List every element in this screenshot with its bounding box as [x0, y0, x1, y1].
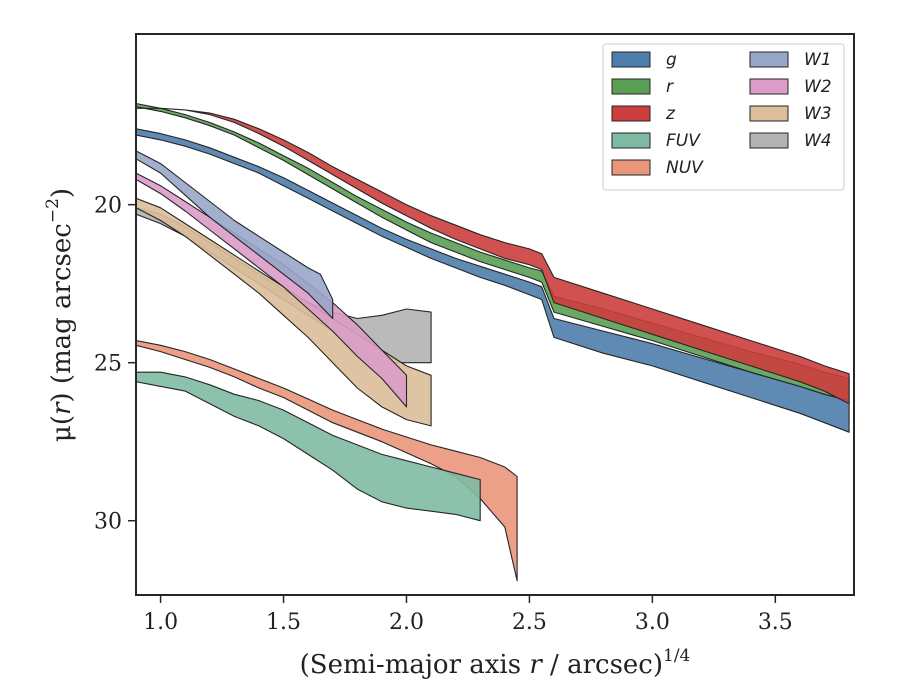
plot-frame	[135, 33, 855, 596]
legend-swatch-fuv	[611, 132, 651, 149]
legend-swatch-w3	[749, 105, 789, 122]
y-axis: 20 25 30	[94, 194, 136, 535]
x-tick-label: 2.5	[512, 610, 547, 635]
y-tick-label: 25	[94, 352, 122, 377]
x-axis: 1.0 1.5 2.0 2.5 3.0 3.5	[143, 595, 793, 635]
legend-swatch-w2	[749, 78, 789, 95]
band-z	[136, 107, 850, 405]
x-tick-label: 3.5	[758, 610, 793, 635]
band-nuv	[136, 340, 518, 582]
legend-swatch-r	[611, 78, 651, 95]
band-w1	[136, 150, 334, 320]
band-g	[136, 128, 850, 433]
legend: g W1 r W2 z W3 FUV W4 NUV	[602, 43, 845, 191]
legend-label-fuv: FUV	[666, 131, 701, 151]
legend-label-w2: W2	[804, 77, 832, 97]
x-tick-label: 3.0	[635, 610, 670, 635]
legend-label-r: r	[666, 77, 674, 97]
legend-swatch-z	[611, 105, 651, 122]
y-tick-label: 30	[94, 510, 122, 535]
legend-swatch-nuv	[611, 159, 651, 176]
band-w3	[136, 197, 432, 427]
y-tick-label: 20	[94, 194, 122, 219]
legend-swatch-w4	[749, 132, 789, 149]
legend-label-w4: W4	[804, 131, 832, 151]
legend-swatch-g	[611, 51, 651, 68]
legend-label-w3: W3	[804, 104, 832, 124]
x-tick-label: 1.5	[266, 610, 301, 635]
legend-label-g: g	[666, 50, 677, 70]
x-axis-title: (Semi-major axis r / arcsec)1/4	[300, 646, 691, 680]
legend-label-nuv: NUV	[666, 158, 704, 178]
x-tick-label: 1.0	[143, 610, 178, 635]
legend-label-z: z	[665, 104, 676, 124]
legend-swatch-w1	[749, 51, 789, 68]
series-bands	[136, 102, 850, 582]
band-fuv	[136, 371, 481, 522]
legend-label-w1: W1	[804, 50, 832, 70]
y-axis-title: μ(r) (mag arcsec−2)	[43, 188, 77, 442]
x-tick-label: 2.0	[389, 610, 424, 635]
